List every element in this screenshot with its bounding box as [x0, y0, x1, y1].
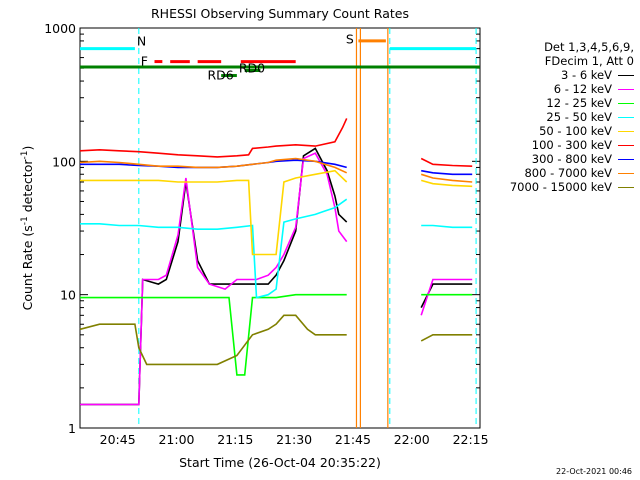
legend-entry: 50 - 100 keV [539, 124, 634, 138]
legend-entry: 100 - 300 keV [532, 138, 634, 152]
x-axis-label: Start Time (26-Oct-04 20:35:22) [179, 455, 381, 470]
plot-frame [79, 27, 481, 429]
series-line [421, 169, 473, 176]
legend-entry-label: 6 - 12 keV [553, 82, 612, 96]
legend-entry-label: 100 - 300 keV [531, 138, 612, 152]
x-tick-label: 21:15 [217, 432, 253, 447]
annotation-f: F [141, 54, 148, 69]
x-tick-label: 22:15 [453, 432, 489, 447]
legend-swatch [618, 144, 634, 146]
series-line [80, 152, 348, 406]
series-line [420, 333, 473, 342]
series-line [79, 314, 347, 366]
x-tick-label: 20:45 [100, 432, 136, 447]
legend-entry-label: 300 - 800 keV [531, 152, 612, 166]
legend-swatch [618, 158, 634, 160]
series-line [420, 157, 473, 167]
x-tick-label: 21:00 [158, 432, 194, 447]
x-tick-label: 22:00 [394, 432, 430, 447]
annotation-n: N [137, 33, 146, 48]
legend-swatch [618, 130, 634, 132]
legend-entry: 800 - 7000 keV [524, 166, 634, 180]
legend-swatch [618, 88, 634, 90]
legend-entry-label: 800 - 7000 keV [524, 166, 612, 180]
series-line [80, 198, 348, 299]
legend-entry-label: 50 - 100 keV [539, 124, 612, 138]
y-tick-label: 10 [60, 288, 76, 303]
legend-entry: 6 - 12 keV [554, 82, 634, 96]
series-line [420, 283, 473, 308]
legend-entry: 300 - 800 keV [532, 152, 634, 166]
series-line [80, 293, 347, 376]
series-line [420, 278, 473, 316]
legend-entry: 7000 - 15000 keV [510, 180, 634, 194]
y-axis-label: Count Rate (s-1 detector-1) [20, 146, 35, 311]
legend-entry: 25 - 50 keV [546, 110, 634, 124]
legend-entry-label: 3 - 6 keV [561, 68, 612, 82]
series-line [420, 173, 473, 183]
series-line [80, 159, 347, 169]
legend-swatch [618, 172, 634, 174]
annotation-rd0: RD0 [239, 61, 265, 76]
x-tick-label: 21:30 [276, 432, 312, 447]
legend-header-2: FDecim 1, Att 0 [544, 54, 634, 68]
legend-entry-label: 7000 - 15000 keV [509, 180, 612, 194]
series-line [79, 157, 348, 174]
series-line [420, 179, 473, 188]
legend-header-1: Det 1,3,4,5,6,9, [544, 40, 634, 54]
legend-entry: 12 - 25 keV [546, 96, 634, 110]
footer-date: 22-Oct-2021 00:46 [556, 467, 632, 476]
legend-swatch [618, 74, 634, 76]
annotation-rd6: RD6 [207, 68, 233, 83]
legend-swatch [618, 102, 634, 104]
series-line [421, 224, 473, 229]
y-tick-label: 1000 [44, 21, 76, 36]
chart-title: RHESSI Observing Summary Count Rates [151, 6, 409, 21]
legend-entry-label: 12 - 25 keV [546, 96, 612, 110]
x-tick-label: 21:45 [335, 432, 371, 447]
series-line [80, 169, 348, 256]
legend-entry-label: 25 - 50 keV [546, 110, 612, 124]
annotation-s: S [346, 31, 354, 46]
legend-swatch [618, 116, 634, 118]
y-tick-label: 100 [52, 154, 76, 169]
series-line [80, 147, 348, 406]
legend-entry: 3 - 6 keV [561, 68, 634, 82]
y-tick-label: 1 [68, 421, 76, 436]
series-line [79, 118, 348, 158]
legend-swatch [618, 186, 634, 188]
